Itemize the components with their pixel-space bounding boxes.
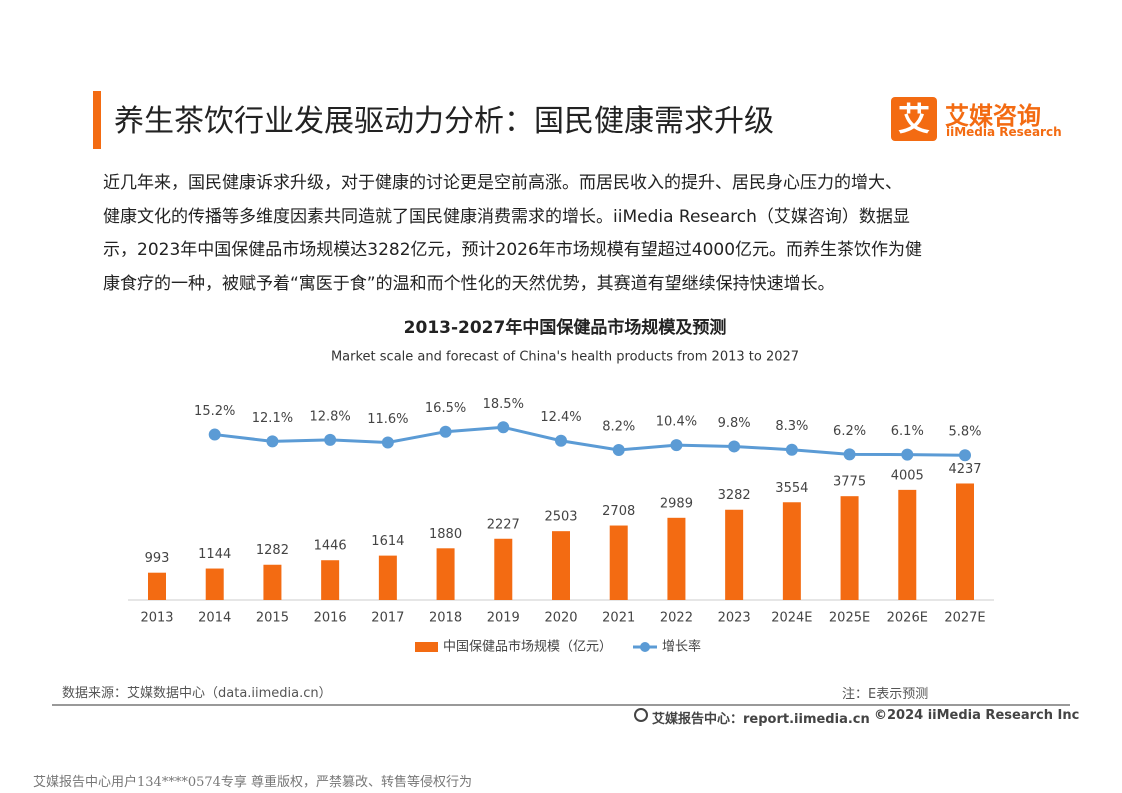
x-tick-label: 2014 <box>198 611 231 626</box>
watermark: 艾媒报告中心用户134****0574专享 尊重版权，严禁篡改、转售等侵权行为 <box>33 775 473 790</box>
bar-label: 2708 <box>602 504 635 519</box>
bar-label: 1614 <box>371 534 404 549</box>
paragraph-line: 示，2023年中国保健品市场规模达3282亿元，预计2026年市场规模有望超过4… <box>103 240 923 260</box>
bar-label: 3775 <box>833 475 866 490</box>
bar <box>609 525 628 600</box>
chart-title: 2013-2027年中国保健品市场规模及预测 <box>404 317 727 338</box>
paragraph-line: 近几年来，国民健康诉求升级，对于健康的讨论更是空前高涨。而居民收入的提升、居民身… <box>103 173 902 193</box>
footer-right: ©2024 iiMedia Research Inc <box>874 708 1080 723</box>
x-tick-label: 2018 <box>429 611 462 626</box>
footer-left: 艾媒报告中心：report.iimedia.cn <box>652 712 870 727</box>
x-tick-label: 2022 <box>660 611 693 626</box>
bar-label: 4005 <box>891 468 924 483</box>
growth-point <box>381 436 394 449</box>
bar-label: 3554 <box>775 481 808 496</box>
growth-point <box>439 425 452 438</box>
growth-label: 16.5% <box>425 401 466 416</box>
bar-label: 1282 <box>256 543 289 558</box>
bar-label: 4237 <box>948 462 981 477</box>
growth-label: 6.2% <box>833 424 866 439</box>
chart-subtitle: Market scale and forecast of China's hea… <box>331 350 799 365</box>
bar-label: 1880 <box>429 527 462 542</box>
growth-label: 9.8% <box>718 416 751 431</box>
growth-label: 10.4% <box>656 415 697 430</box>
logo-en: iiMedia Research <box>946 125 1062 139</box>
legend-label: 中国保健品市场规模（亿元） <box>443 639 612 655</box>
globe-icon <box>634 708 648 722</box>
legend-swatch <box>640 642 650 652</box>
growth-line <box>214 425 966 457</box>
x-tick-label: 2017 <box>371 611 404 626</box>
growth-label: 12.4% <box>540 410 581 425</box>
x-tick-label: 2027E <box>944 611 985 626</box>
divider <box>52 704 1070 706</box>
bar <box>494 538 513 600</box>
bar <box>956 483 974 600</box>
note: 注：E表示预测 <box>842 687 929 702</box>
growth-point <box>901 448 914 461</box>
bar-label: 3282 <box>718 488 751 503</box>
bar <box>725 509 744 600</box>
bar <box>378 555 397 600</box>
growth-point <box>497 421 510 434</box>
growth-point <box>670 439 683 452</box>
bar <box>898 489 917 600</box>
growth-label: 12.1% <box>252 411 293 426</box>
bar-label: 2989 <box>660 496 693 511</box>
growth-point <box>728 440 741 453</box>
growth-point <box>266 435 279 448</box>
bar <box>840 496 859 600</box>
growth-point <box>208 428 221 441</box>
bar <box>667 517 686 600</box>
page-title: 养生茶饮行业发展驱动力分析：国民健康需求升级 <box>114 104 774 139</box>
x-tick-label: 2025E <box>829 611 870 626</box>
growth-point <box>843 448 856 461</box>
bar-label: 2503 <box>544 510 577 525</box>
bar <box>263 564 282 600</box>
x-tick-label: 2024E <box>771 611 812 626</box>
bar <box>205 568 224 600</box>
x-tick-label: 2023 <box>718 611 751 626</box>
growth-point <box>555 434 567 447</box>
growth-point <box>324 433 337 446</box>
source: 数据来源：艾媒数据中心（data.iimedia.cn） <box>62 686 332 701</box>
legend-swatch <box>415 642 438 652</box>
growth-label: 8.3% <box>775 419 808 434</box>
growth-label: 18.5% <box>483 397 524 412</box>
paragraph-line: 健康文化的传播等多维度因素共同造就了国民健康消费需求的增长。iiMedia Re… <box>103 206 910 227</box>
legend-label: 增长率 <box>662 639 701 655</box>
bar <box>148 572 166 600</box>
growth-point <box>959 449 971 462</box>
x-tick-label: 2021 <box>602 611 635 626</box>
bar <box>321 560 340 600</box>
bar-label: 1446 <box>314 539 347 554</box>
growth-label: 6.1% <box>891 424 924 439</box>
growth-point <box>785 443 798 456</box>
paragraph-line: 康食疗的一种，被赋予着“寓医于食”的温和而个性化的天然优势，其赛道有望继续保持快… <box>103 273 835 294</box>
x-tick-label: 2013 <box>140 611 173 626</box>
growth-label: 12.8% <box>309 409 350 424</box>
bar <box>552 531 570 600</box>
x-tick-label: 2020 <box>544 611 577 626</box>
x-tick-label: 2019 <box>487 611 520 626</box>
bar <box>782 502 801 600</box>
growth-point <box>612 443 625 456</box>
x-tick-label: 2016 <box>314 611 347 626</box>
growth-label: 11.6% <box>367 412 408 427</box>
x-tick-label: 2026E <box>887 611 928 626</box>
growth-label: 8.2% <box>602 419 635 434</box>
growth-label: 5.8% <box>948 425 981 440</box>
accent-bar <box>93 91 101 149</box>
bar-label: 2227 <box>487 517 520 532</box>
bar <box>436 548 455 600</box>
bar-label: 993 <box>145 551 170 566</box>
bar-label: 1144 <box>198 547 231 562</box>
growth-label: 15.2% <box>194 404 235 419</box>
x-tick-label: 2015 <box>256 611 289 626</box>
logo-cn: 艾媒咨询 <box>945 102 1041 130</box>
logo-icon: 艾 <box>891 97 937 141</box>
